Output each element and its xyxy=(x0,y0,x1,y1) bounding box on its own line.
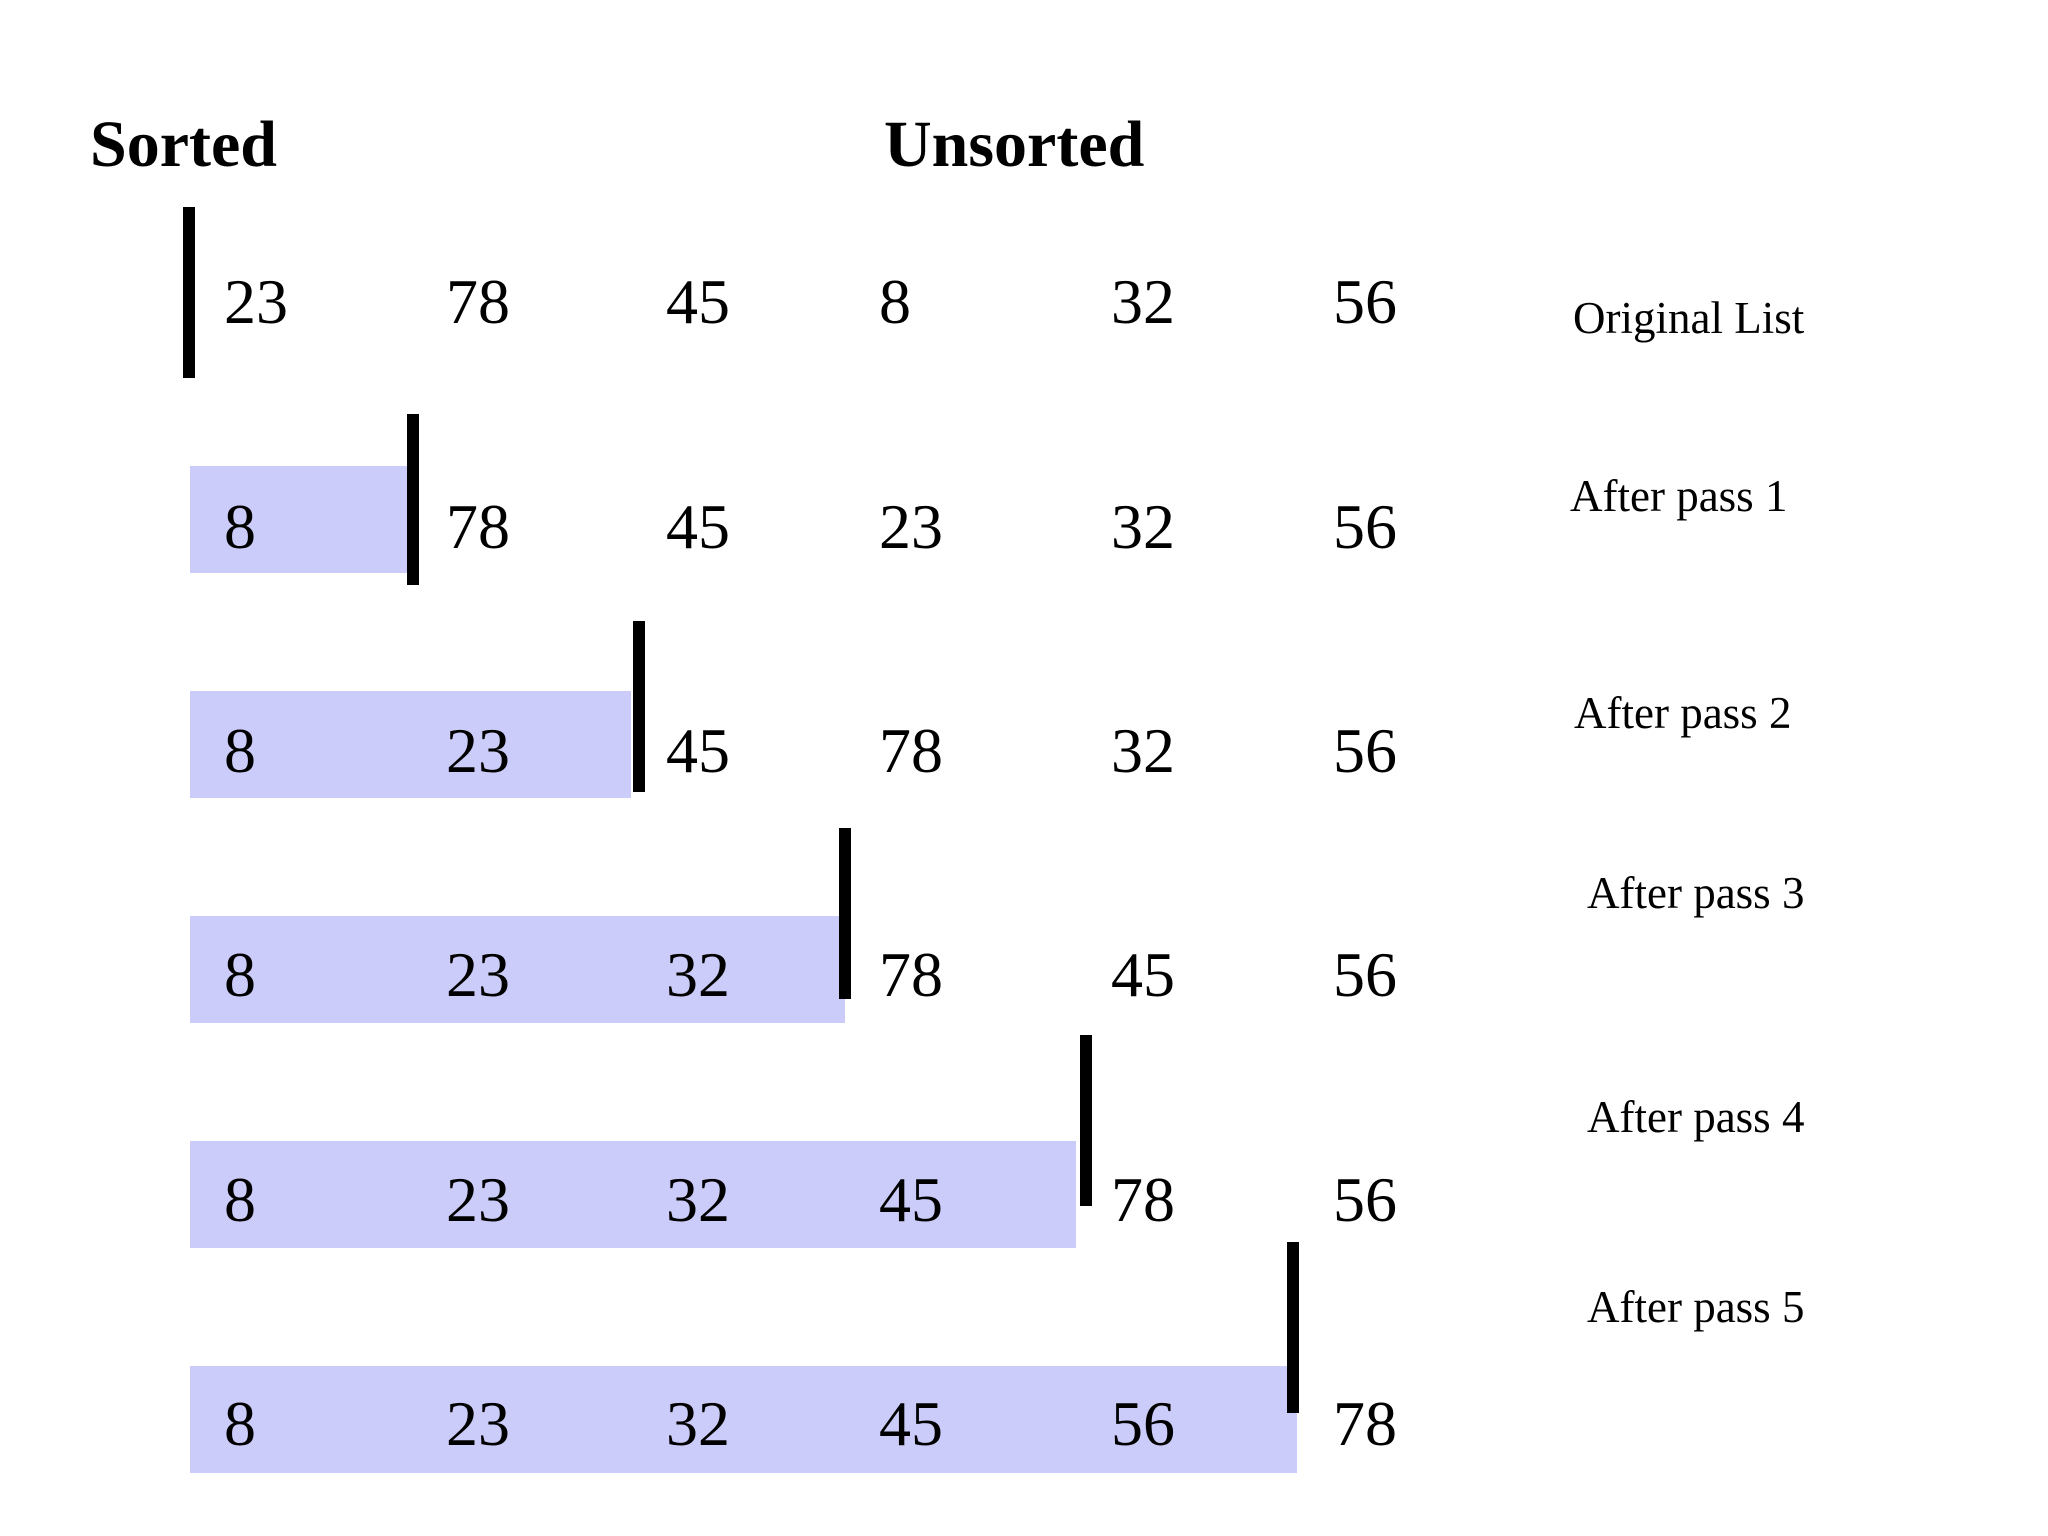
pass-label: After pass 1 xyxy=(1570,471,1787,521)
list-value: 45 xyxy=(879,1388,943,1459)
list-value: 56 xyxy=(1333,1164,1397,1235)
sorted-region xyxy=(190,1141,1076,1248)
sorted-region xyxy=(190,466,409,573)
sorted-region xyxy=(190,916,845,1023)
list-value: 78 xyxy=(879,939,943,1010)
pass-label: After pass 3 xyxy=(1587,868,1804,918)
pass-label: After pass 4 xyxy=(1587,1092,1804,1142)
divider-bar xyxy=(1287,1242,1299,1413)
divider-bar xyxy=(407,414,419,585)
divider-bar xyxy=(183,207,195,378)
divider-bar xyxy=(1080,1035,1092,1206)
list-value: 78 xyxy=(446,266,510,337)
list-value: 45 xyxy=(666,491,730,562)
list-value: 8 xyxy=(224,1388,256,1459)
pass-label: After pass 2 xyxy=(1574,688,1791,738)
sorted-region xyxy=(190,691,631,798)
list-value: 56 xyxy=(1111,1388,1175,1459)
list-value: 8 xyxy=(879,266,911,337)
list-value: 23 xyxy=(879,491,943,562)
list-value: 45 xyxy=(666,266,730,337)
list-value: 78 xyxy=(879,715,943,786)
list-value: 78 xyxy=(1111,1164,1175,1235)
list-value: 56 xyxy=(1333,266,1397,337)
list-value: 56 xyxy=(1333,939,1397,1010)
list-value: 32 xyxy=(1111,491,1175,562)
list-value: 78 xyxy=(446,491,510,562)
sorted-header: Sorted xyxy=(90,108,277,181)
list-value: 8 xyxy=(224,491,256,562)
pass-label: Original List xyxy=(1573,293,1805,343)
sorted-region xyxy=(190,1366,1297,1473)
list-value: 45 xyxy=(1111,939,1175,1010)
list-value: 78 xyxy=(1333,1388,1397,1459)
list-value: 32 xyxy=(666,939,730,1010)
list-value: 23 xyxy=(446,1388,510,1459)
list-value: 32 xyxy=(666,1388,730,1459)
list-value: 45 xyxy=(666,715,730,786)
list-value: 8 xyxy=(224,715,256,786)
list-value: 23 xyxy=(224,266,288,337)
divider-bar xyxy=(839,828,851,999)
list-value: 32 xyxy=(1111,266,1175,337)
list-value: 8 xyxy=(224,939,256,1010)
list-value: 45 xyxy=(879,1164,943,1235)
pass-label: After pass 5 xyxy=(1587,1282,1804,1332)
list-value: 8 xyxy=(224,1164,256,1235)
list-value: 23 xyxy=(446,1164,510,1235)
list-value: 56 xyxy=(1333,491,1397,562)
list-value: 32 xyxy=(666,1164,730,1235)
list-value: 56 xyxy=(1333,715,1397,786)
divider-bar xyxy=(633,621,645,792)
list-value: 32 xyxy=(1111,715,1175,786)
unsorted-header: Unsorted xyxy=(884,108,1144,181)
list-value: 23 xyxy=(446,715,510,786)
list-value: 23 xyxy=(446,939,510,1010)
